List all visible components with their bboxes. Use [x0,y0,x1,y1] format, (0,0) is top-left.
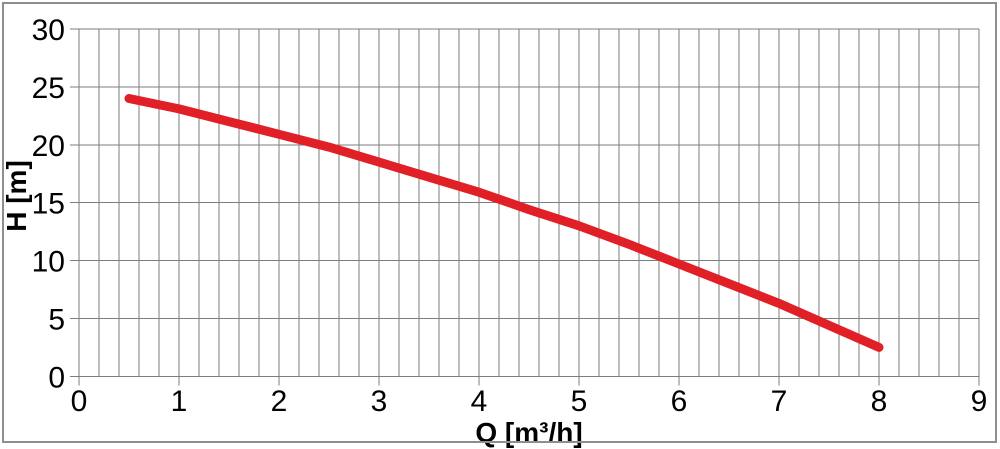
y-tick-label: 30 [32,14,65,47]
x-tick-label: 4 [471,385,488,418]
x-tick-label: 0 [71,385,88,418]
x-tick-label: 5 [571,385,588,418]
y-axis-title: H [m] [1,160,32,232]
x-tick-label: 8 [871,385,888,418]
y-tick-label: 25 [32,72,65,105]
x-tick-label: 6 [671,385,688,418]
x-tick-label: 1 [171,385,188,418]
x-tick-label: 9 [971,385,988,418]
x-tick-label: 2 [271,385,288,418]
y-tick-label: 10 [32,246,65,279]
y-tick-label: 0 [48,361,65,394]
gridlines [78,28,980,377]
x-axis-title: Q [m³/h] [475,417,583,448]
y-tick-label: 15 [32,188,65,221]
x-tick-label: 7 [771,385,788,418]
pump-head-curve [124,94,884,352]
tick-labels: 0 1 2 3 4 5 6 7 8 9 0 5 10 15 20 25 30 [32,14,988,418]
y-tick-label: 5 [48,303,65,336]
tick-marks [70,28,980,386]
y-tick-label: 20 [32,130,65,163]
x-tick-label: 3 [371,385,388,418]
